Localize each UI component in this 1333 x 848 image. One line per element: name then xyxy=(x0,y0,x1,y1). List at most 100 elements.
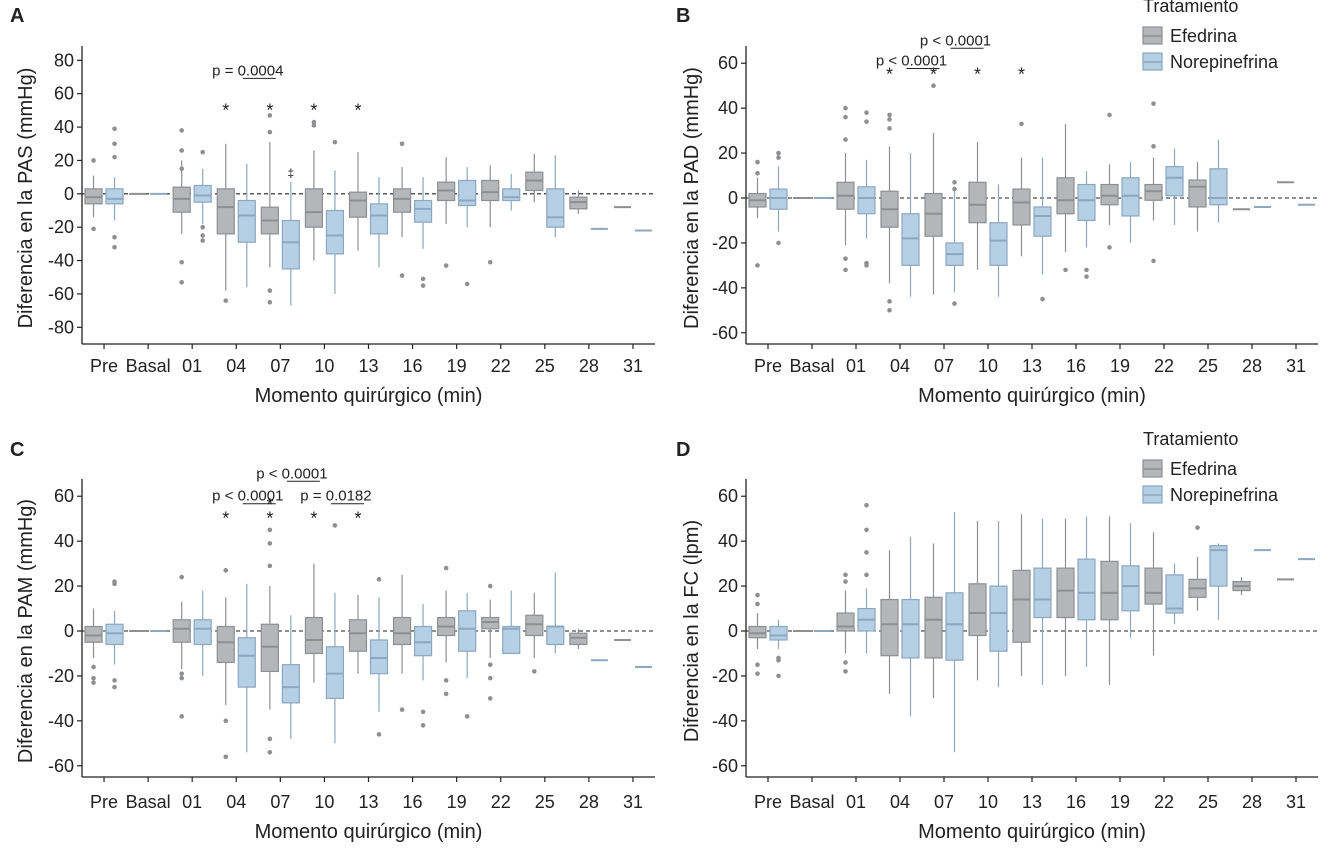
box-iqr xyxy=(237,637,256,688)
outlier-point xyxy=(332,523,338,528)
box-efedrina-16 xyxy=(1056,123,1075,273)
box-iqr xyxy=(1012,188,1031,226)
box-norepinefrina-19 xyxy=(1121,523,1140,638)
outlier-point xyxy=(887,299,892,304)
x-tick-label: 19 xyxy=(1110,356,1130,376)
box-iqr xyxy=(216,625,235,664)
box-efedrina-28 xyxy=(569,628,588,649)
box-iqr xyxy=(369,203,389,235)
outlier-point xyxy=(399,707,405,712)
x-tick-label: 04 xyxy=(890,792,910,812)
box-norepinefrina-04 xyxy=(237,163,256,288)
box-iqr xyxy=(748,625,767,639)
box-iqr xyxy=(458,610,477,652)
significance-star: * xyxy=(1018,64,1025,84)
panel-letter-a: A xyxy=(10,5,24,27)
panel-d: D Diferencia en la FC (lpm) Momento quirúr… xyxy=(676,429,1318,843)
box-iqr xyxy=(1033,567,1052,619)
outlier-point xyxy=(420,723,426,728)
legend: Tratamiento Efedrina Norepinefrina xyxy=(1142,429,1279,505)
legend-label-efedrina: Efedrina xyxy=(1170,26,1238,46)
box-efedrina-19 xyxy=(437,565,456,697)
significance-star: * xyxy=(930,64,937,84)
x-tick-label: Basal xyxy=(126,792,171,812)
outlier-point xyxy=(179,166,184,172)
outlier-point xyxy=(91,680,96,685)
x-tick-label: Pre xyxy=(754,792,782,812)
series-norepinefrina xyxy=(769,502,1315,753)
x-tick-label: 22 xyxy=(491,356,511,376)
series-efedrina xyxy=(84,113,631,305)
outlier-point xyxy=(1084,274,1089,279)
outlier-point xyxy=(1195,525,1200,530)
outlier-point xyxy=(399,141,405,147)
box-iqr xyxy=(769,625,788,641)
box-iqr xyxy=(1056,567,1075,619)
box-norepinefrina-04 xyxy=(901,536,920,717)
significance-star: * xyxy=(354,509,361,529)
panel-letter-b: B xyxy=(676,5,690,27)
outlier-point xyxy=(1019,121,1024,127)
box-efedrina-22 xyxy=(481,583,500,701)
box-norepinefrina-07 xyxy=(281,615,300,739)
y-axis-title: Diferencia en la PAS (mmHg) xyxy=(15,68,37,329)
y-axis-title: Diferencia en la FC (lpm) xyxy=(681,520,703,742)
x-tick-label: 22 xyxy=(1154,792,1174,812)
outlier-point xyxy=(376,732,382,737)
x-tick-label: 13 xyxy=(1022,356,1042,376)
box-efedrina-19 xyxy=(1100,516,1119,685)
outlier-point xyxy=(843,114,848,120)
box-iqr xyxy=(880,598,899,657)
box-efedrina-10 xyxy=(968,141,987,270)
x-tick-label: 04 xyxy=(226,792,246,812)
box-iqr xyxy=(348,619,368,652)
outlier-point xyxy=(223,718,229,724)
x-tick-label: Basal xyxy=(789,792,834,812)
box-norepinefrina-16 xyxy=(1077,516,1096,667)
x-tick-label: 31 xyxy=(1286,356,1306,376)
box-efedrina-04 xyxy=(880,550,899,694)
box-iqr xyxy=(481,179,500,202)
y-tick-label: 0 xyxy=(728,621,738,641)
x-tick-label: 31 xyxy=(623,356,643,376)
x-tick-label: 31 xyxy=(1286,792,1306,812)
x-tick-label: 04 xyxy=(890,356,910,376)
outlier-point xyxy=(864,110,869,115)
outlier-point xyxy=(267,563,273,569)
box-efedrina-10 xyxy=(304,119,324,261)
box-efedrina-13 xyxy=(1012,121,1031,257)
box-iqr xyxy=(1012,569,1031,643)
x-tick-label: Pre xyxy=(90,356,118,376)
box-norepinefrina-16 xyxy=(1077,171,1096,279)
box-efedrina-pre xyxy=(84,608,103,685)
box-norepinefrina-pre xyxy=(105,126,124,250)
outlier-point xyxy=(223,754,229,760)
outlier-point xyxy=(311,119,317,125)
box-norepinefrina-pre xyxy=(769,619,788,679)
outlier-point xyxy=(755,662,760,667)
box-efedrina-16 xyxy=(392,574,412,712)
box-iqr xyxy=(193,184,212,203)
x-tick-label: 10 xyxy=(314,792,334,812)
box-norepinefrina-19 xyxy=(1121,162,1140,243)
outlier-point xyxy=(1107,245,1112,250)
legend-title: Tratamiento xyxy=(1143,0,1238,16)
x-tick-label: 01 xyxy=(846,356,866,376)
box-efedrina-pre xyxy=(84,158,103,232)
x-tick-label: 01 xyxy=(846,792,866,812)
box-iqr xyxy=(1056,177,1075,215)
panel-c: C Diferencia en la PAM (mmHg) Momento quir… xyxy=(10,439,655,843)
box-iqr xyxy=(1077,183,1096,222)
outlier-point xyxy=(776,240,781,246)
outlier-point xyxy=(843,105,848,111)
box-iqr xyxy=(989,585,1008,652)
x-tick-label: 16 xyxy=(1066,792,1086,812)
outlier-point xyxy=(112,244,117,250)
outlier-point xyxy=(179,675,184,681)
outlier-point xyxy=(864,119,869,124)
box-iqr xyxy=(924,596,943,659)
box-iqr xyxy=(237,199,256,243)
box-iqr xyxy=(924,192,943,237)
x-tick-label: 19 xyxy=(447,792,467,812)
